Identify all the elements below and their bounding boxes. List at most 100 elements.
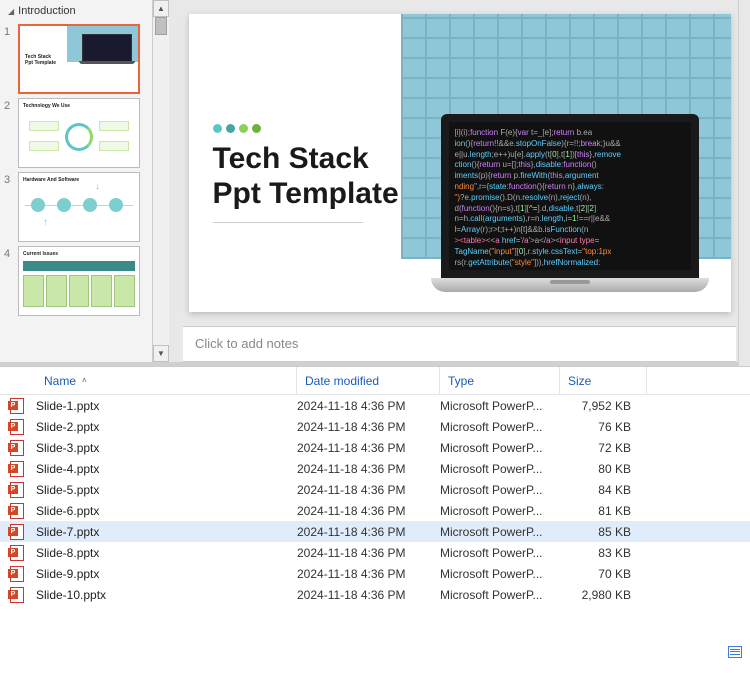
file-row[interactable]: Slide-6.pptx 2024-11-18 4:36 PM Microsof… — [0, 500, 750, 521]
file-date: 2024-11-18 4:36 PM — [297, 504, 440, 518]
file-row[interactable]: Slide-5.pptx 2024-11-18 4:36 PM Microsof… — [0, 479, 750, 500]
file-name: Slide-10.pptx — [36, 588, 297, 602]
file-row[interactable]: Slide-7.pptx 2024-11-18 4:36 PM Microsof… — [0, 521, 750, 542]
file-date: 2024-11-18 4:36 PM — [297, 462, 440, 476]
sort-asc-icon: ˄ — [82, 376, 87, 385]
thumbnail-row[interactable]: 2 Technology We Use — [4, 98, 148, 168]
file-row[interactable]: Slide-4.pptx 2024-11-18 4:36 PM Microsof… — [0, 458, 750, 479]
pptx-icon — [10, 419, 36, 435]
scroll-track[interactable] — [153, 17, 169, 345]
file-row[interactable]: Slide-3.pptx 2024-11-18 4:36 PM Microsof… — [0, 437, 750, 458]
file-row[interactable]: Slide-8.pptx 2024-11-18 4:36 PM Microsof… — [0, 542, 750, 563]
file-date: 2024-11-18 4:36 PM — [297, 546, 440, 560]
slide-canvas[interactable]: Tech Stack Ppt Template [i](i);function … — [189, 14, 731, 312]
file-type: Microsoft PowerP... — [440, 483, 560, 497]
slide-thumbnail[interactable]: Current Issues — [18, 246, 140, 316]
file-type: Microsoft PowerP... — [440, 567, 560, 581]
file-size: 70 KB — [560, 567, 647, 581]
file-size: 83 KB — [560, 546, 647, 560]
right-gutter — [738, 0, 750, 366]
scroll-thumb[interactable] — [155, 17, 167, 35]
file-name: Slide-4.pptx — [36, 462, 297, 476]
file-date: 2024-11-18 4:36 PM — [297, 399, 440, 413]
pptx-icon — [10, 545, 36, 561]
file-name: Slide-2.pptx — [36, 420, 297, 434]
accent-dots — [213, 124, 261, 133]
file-name: Slide-5.pptx — [36, 483, 297, 497]
file-name: Slide-6.pptx — [36, 504, 297, 518]
file-name: Slide-8.pptx — [36, 546, 297, 560]
collapse-icon: ◢ — [8, 7, 14, 16]
file-size: 76 KB — [560, 420, 647, 434]
file-size: 2,980 KB — [560, 588, 647, 602]
file-date: 2024-11-18 4:36 PM — [297, 420, 440, 434]
column-date[interactable]: Date modified — [297, 367, 440, 394]
thumbnail-panel: ◢ Introduction 1 Tech Stack Ppt Template… — [0, 0, 169, 362]
title-underline — [213, 222, 363, 223]
file-date: 2024-11-18 4:36 PM — [297, 525, 440, 539]
thumbnail-row[interactable]: 4 Current Issues — [4, 246, 148, 316]
thumbnail-list[interactable]: ◢ Introduction 1 Tech Stack Ppt Template… — [0, 0, 152, 362]
notes-placeholder: Click to add notes — [195, 336, 298, 351]
details-view-icon[interactable] — [728, 646, 742, 658]
powerpoint-pane: ◢ Introduction 1 Tech Stack Ppt Template… — [0, 0, 750, 366]
file-list[interactable]: Slide-1.pptx 2024-11-18 4:36 PM Microsof… — [0, 395, 750, 661]
thumb-number: 3 — [4, 172, 18, 186]
slide-thumbnail[interactable]: Technology We Use — [18, 98, 140, 168]
file-size: 72 KB — [560, 441, 647, 455]
file-row[interactable]: Slide-10.pptx 2024-11-18 4:36 PM Microso… — [0, 584, 750, 605]
scroll-up-icon[interactable]: ▲ — [153, 0, 169, 17]
file-row[interactable]: Slide-9.pptx 2024-11-18 4:36 PM Microsof… — [0, 563, 750, 584]
file-date: 2024-11-18 4:36 PM — [297, 567, 440, 581]
file-row[interactable]: Slide-2.pptx 2024-11-18 4:36 PM Microsof… — [0, 416, 750, 437]
section-label: Introduction — [18, 5, 75, 17]
laptop-graphic: [i](i);function F(e){var t=_[e];return b… — [431, 114, 709, 292]
column-type[interactable]: Type — [440, 367, 560, 394]
file-type: Microsoft PowerP... — [440, 462, 560, 476]
file-name: Slide-9.pptx — [36, 567, 297, 581]
slide-title[interactable]: Tech Stack Ppt Template — [213, 142, 399, 211]
pptx-icon — [10, 461, 36, 477]
pptx-icon — [10, 398, 36, 414]
slide-thumbnail[interactable]: Hardware And Software ↑↓ — [18, 172, 140, 242]
file-type: Microsoft PowerP... — [440, 420, 560, 434]
section-header[interactable]: ◢ Introduction — [4, 2, 148, 20]
thumbnail-scrollbar[interactable]: ▲ ▼ — [152, 0, 169, 362]
thumb-number: 2 — [4, 98, 18, 112]
file-size: 7,952 KB — [560, 399, 647, 413]
file-date: 2024-11-18 4:36 PM — [297, 588, 440, 602]
file-type: Microsoft PowerP... — [440, 441, 560, 455]
file-header: Name ˄ Date modified Type Size — [0, 367, 750, 395]
pptx-icon — [10, 482, 36, 498]
thumb-number: 1 — [4, 24, 18, 38]
slide-thumbnail[interactable]: Tech Stack Ppt Template — [18, 24, 140, 94]
file-type: Microsoft PowerP... — [440, 525, 560, 539]
file-type: Microsoft PowerP... — [440, 504, 560, 518]
pptx-icon — [10, 587, 36, 603]
file-row[interactable]: Slide-1.pptx 2024-11-18 4:36 PM Microsof… — [0, 395, 750, 416]
file-date: 2024-11-18 4:36 PM — [297, 441, 440, 455]
pptx-icon — [10, 503, 36, 519]
notes-pane[interactable]: Click to add notes — [183, 326, 736, 362]
file-size: 80 KB — [560, 462, 647, 476]
pptx-icon — [10, 524, 36, 540]
file-size: 84 KB — [560, 483, 647, 497]
code-screen: [i](i);function F(e){var t=_[e];return b… — [441, 114, 699, 278]
pptx-icon — [10, 440, 36, 456]
file-date: 2024-11-18 4:36 PM — [297, 483, 440, 497]
pptx-icon — [10, 566, 36, 582]
scroll-down-icon[interactable]: ▼ — [153, 345, 169, 362]
file-name: Slide-3.pptx — [36, 441, 297, 455]
file-name: Slide-7.pptx — [36, 525, 297, 539]
thumbnail-row[interactable]: 1 Tech Stack Ppt Template — [4, 24, 148, 94]
thumb-number: 4 — [4, 246, 18, 260]
column-name[interactable]: Name ˄ — [36, 367, 297, 394]
file-type: Microsoft PowerP... — [440, 399, 560, 413]
editor-area: Tech Stack Ppt Template [i](i);function … — [169, 0, 750, 362]
file-name: Slide-1.pptx — [36, 399, 297, 413]
file-explorer: Name ˄ Date modified Type Size Slide-1.p… — [0, 366, 750, 661]
thumbnail-row[interactable]: 3 Hardware And Software ↑↓ — [4, 172, 148, 242]
file-type: Microsoft PowerP... — [440, 588, 560, 602]
column-size[interactable]: Size — [560, 367, 647, 394]
file-size: 85 KB — [560, 525, 647, 539]
